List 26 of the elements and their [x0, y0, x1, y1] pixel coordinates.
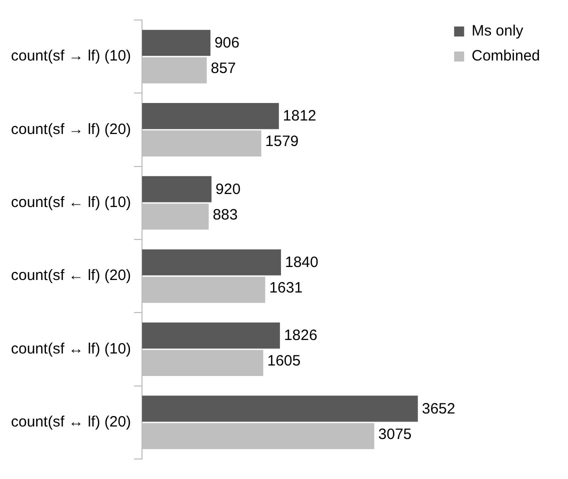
bar — [142, 103, 279, 130]
bar — [142, 30, 210, 56]
y-tick-label: count(sf → lf) (20) — [11, 120, 132, 138]
bar — [142, 396, 418, 422]
legend-label: Combined — [472, 48, 540, 65]
data-label: 1631 — [269, 279, 303, 296]
y-tick-label: count(sf ↔ lf) (20) — [11, 414, 132, 431]
legend-label: Ms only — [472, 22, 524, 40]
bar — [142, 249, 281, 276]
y-tick-label: count(sf ← lf) (20) — [11, 267, 132, 284]
data-label: 1579 — [265, 133, 299, 150]
bar — [142, 176, 212, 202]
data-label: 1826 — [284, 327, 318, 344]
y-tick-label: count(sf ← lf) (10) — [11, 194, 132, 212]
y-tick-label: count(sf ↔ lf) (10) — [11, 340, 132, 358]
data-label: 906 — [214, 34, 240, 52]
data-label: 1840 — [284, 254, 318, 272]
data-label: 1605 — [267, 352, 301, 370]
bar — [142, 322, 280, 349]
data-label: 3075 — [378, 426, 412, 443]
y-tick-label: count(sf → lf) (10) — [11, 48, 132, 65]
data-label: 3652 — [422, 400, 456, 418]
data-label: 1812 — [282, 108, 316, 125]
data-label: 857 — [210, 60, 236, 77]
data-label: 883 — [212, 206, 238, 224]
data-label: 920 — [216, 180, 241, 198]
